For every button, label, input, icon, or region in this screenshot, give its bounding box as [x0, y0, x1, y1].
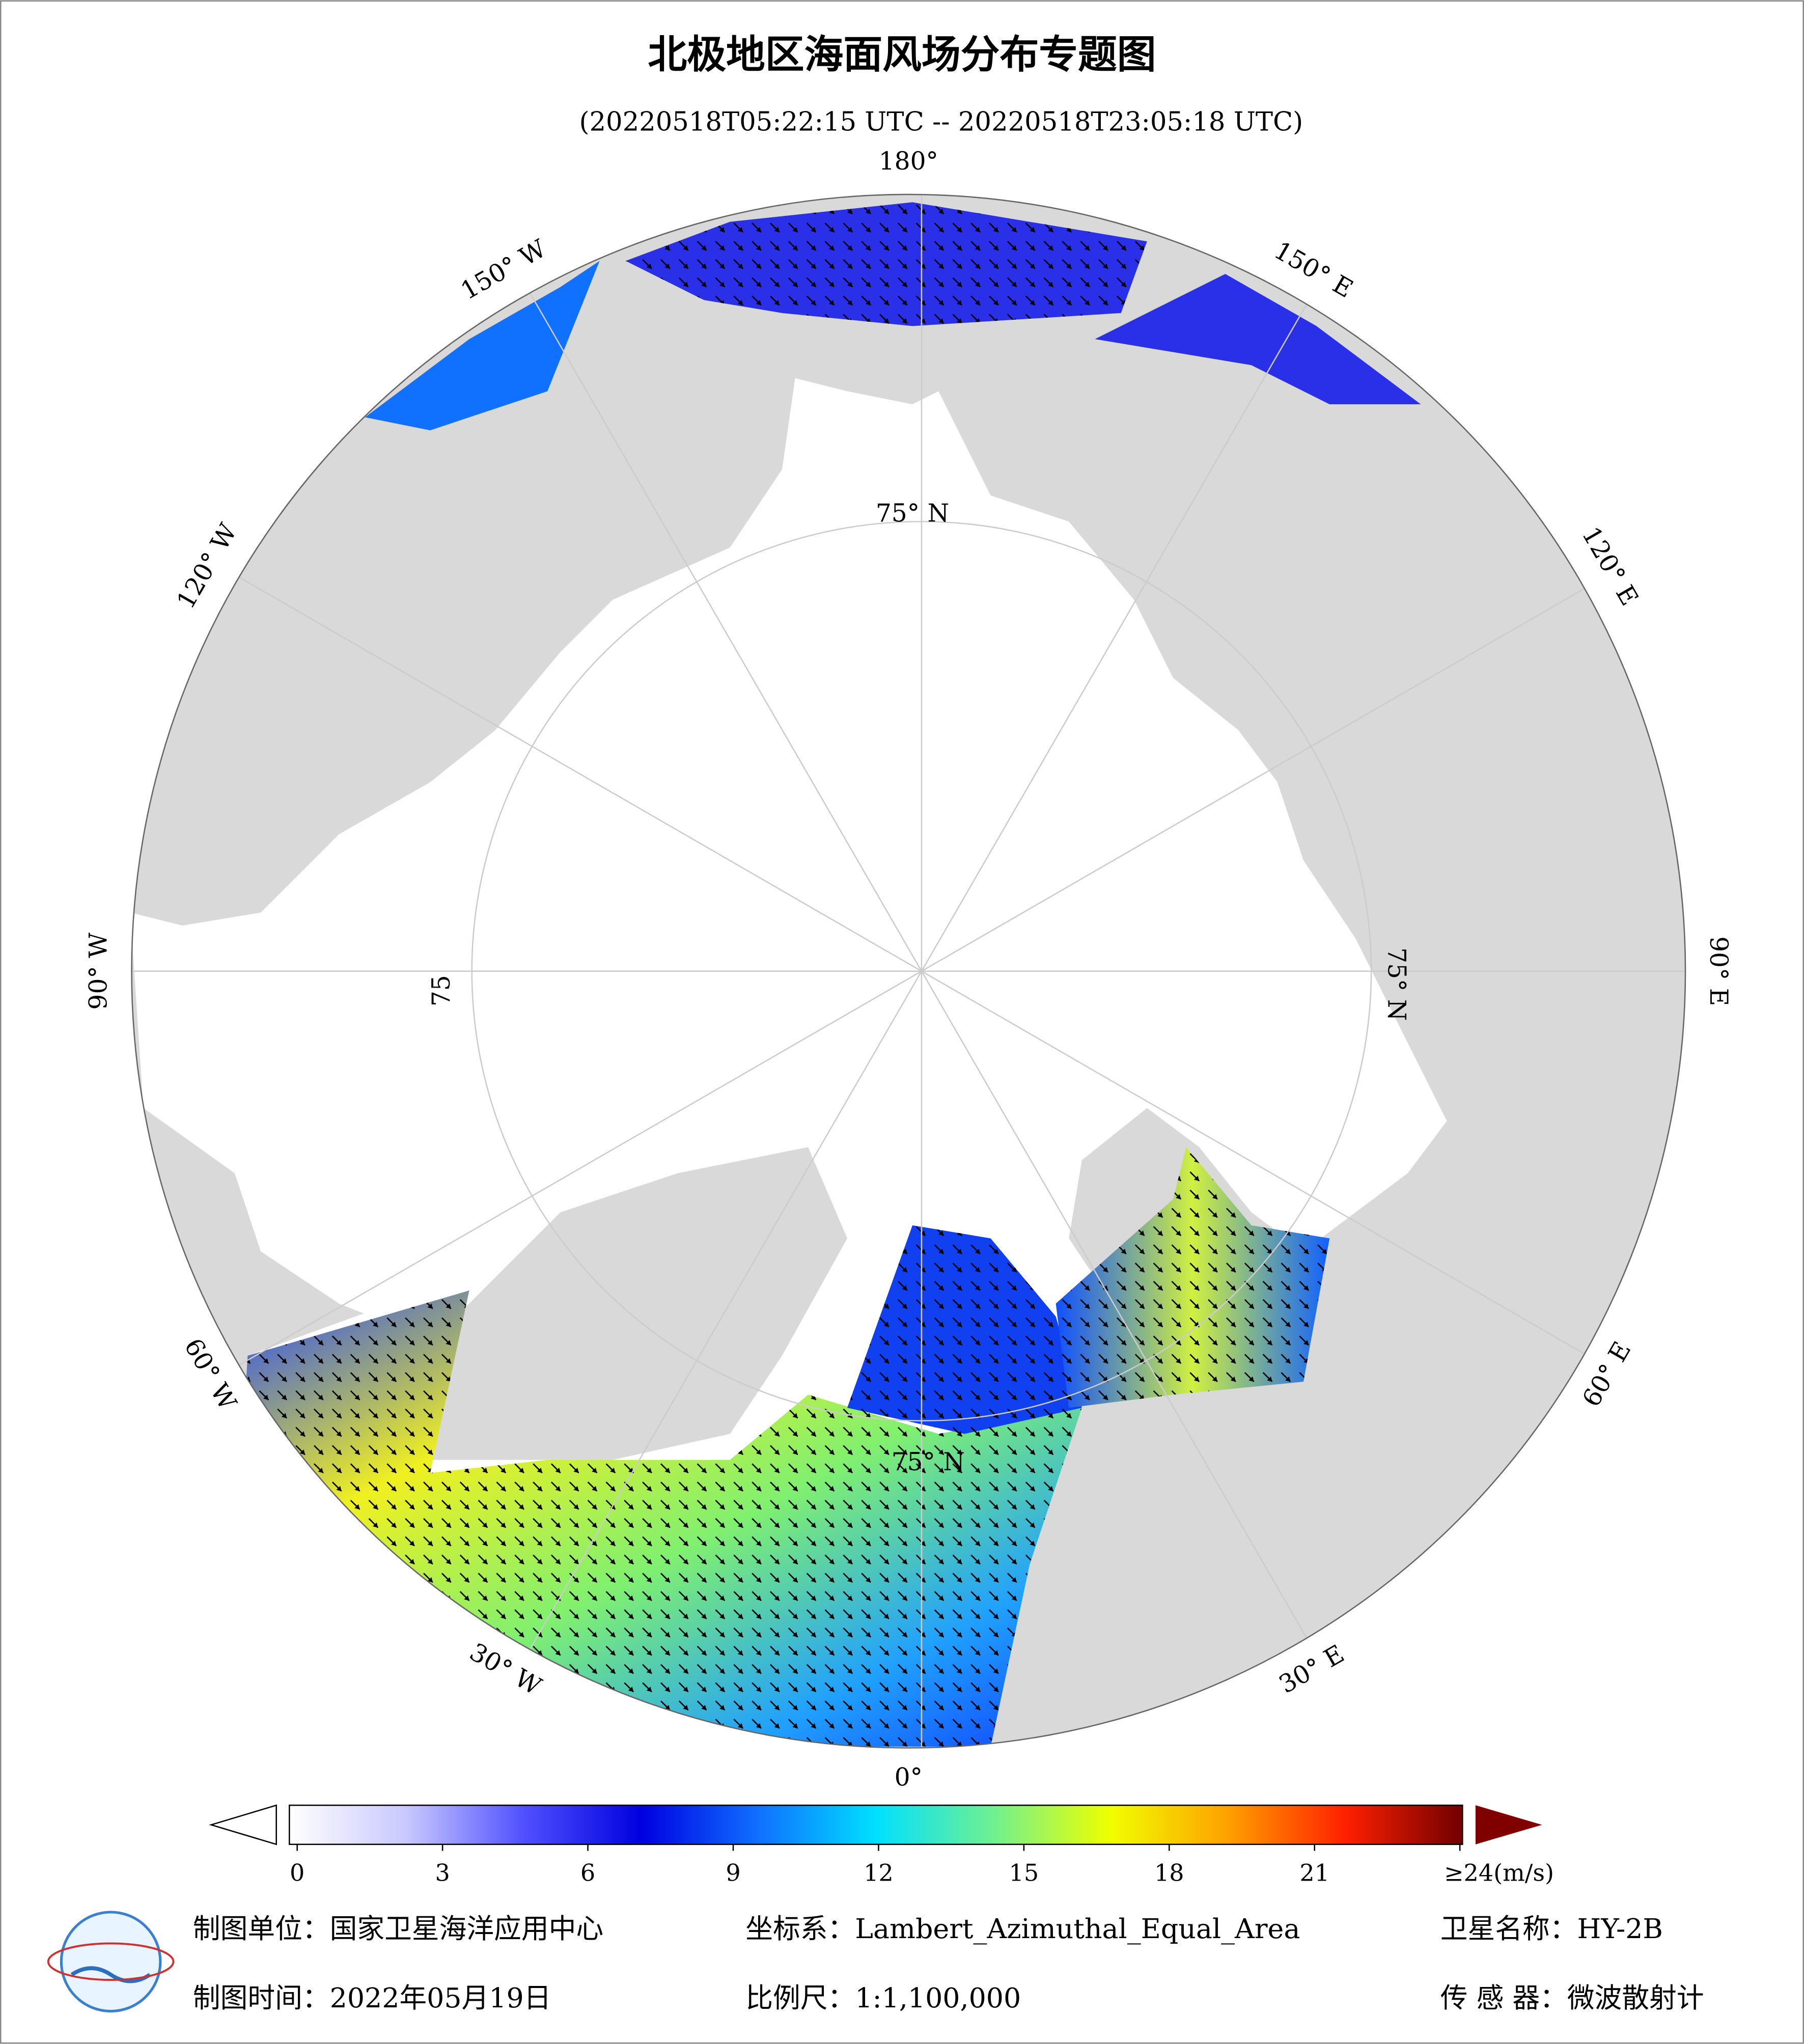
colorbar-tick-label: 6: [580, 1859, 595, 1887]
vectors: [1056, 1147, 1330, 1408]
latitude-label: 75: [427, 975, 456, 1006]
map-border: [131, 193, 1686, 1749]
subtitle: (20220518T05:22:15 UTC -- 20220518T23:05…: [579, 106, 1303, 137]
latitude-label: 75° N: [876, 499, 949, 527]
footer-projection: 坐标系：Lambert_Azimuthal_Equal_Area: [745, 1913, 1300, 1945]
colorbar-tick-label: 0: [290, 1859, 304, 1887]
title: 北极地区海面风场分布专题图: [648, 33, 1156, 78]
colorbar-low-arrow: [209, 1804, 277, 1845]
logo-wave: [70, 1966, 151, 1983]
meridian: [464, 971, 923, 1748]
colorbar-tick-label: 12: [864, 1859, 894, 1887]
vectors: [847, 1225, 1082, 1434]
footer-scale: 比例尺：1:1,100,000: [745, 1982, 1021, 2014]
latitude-label: 75° N: [1382, 947, 1410, 1021]
logo: [47, 1911, 175, 2013]
meridian: [921, 514, 1686, 972]
logo-circle: [60, 1911, 162, 2013]
footer-date: 制图时间：2022年05月19日: [193, 1982, 551, 2014]
vectors: [625, 202, 1147, 326]
meridian: [131, 970, 922, 1428]
alaska-wind: [365, 261, 600, 431]
colorbar-tick-label: ≥24(m/s): [1444, 1859, 1554, 1887]
longitude-label: 180°: [879, 147, 938, 176]
colorbar-tick-label: 3: [435, 1859, 450, 1887]
meridian: [921, 194, 1378, 972]
colorbar-tick-label: 15: [1009, 1859, 1039, 1887]
meridian: [131, 514, 922, 972]
colorbar-high-arrow: [1475, 1805, 1542, 1844]
meridians: [131, 194, 1686, 1748]
map: [131, 194, 1686, 1748]
logo-orbit: [47, 1942, 175, 1981]
colorbar: 0 3 6 9 12 15 18 21 ≥24(m/s): [209, 1804, 1554, 1887]
meridian: [921, 971, 1378, 1748]
longitude-label: 90° W: [85, 933, 113, 1010]
longitude-label: 90° E: [1704, 936, 1733, 1006]
latitude-label: 75° N: [892, 1448, 965, 1476]
colorbar-tick-label: 18: [1154, 1859, 1184, 1887]
greenland: [404, 1147, 847, 1460]
colorbar-bar: [289, 1804, 1463, 1845]
footer-satellite: 卫星名称：HY-2B: [1440, 1913, 1663, 1945]
meridian: [464, 194, 923, 972]
footer-sensor: 传 感 器：微波散射计: [1440, 1982, 1704, 2014]
meridian: [921, 970, 1686, 1428]
colorbar-tick-label: 9: [726, 1859, 740, 1887]
colorbar-tick-label: 21: [1299, 1859, 1329, 1887]
longitude-label: 0°: [895, 1763, 923, 1791]
east-siberian-wind: [1095, 274, 1421, 405]
footer-unit: 制图单位：国家卫星海洋应用中心: [193, 1913, 603, 1945]
